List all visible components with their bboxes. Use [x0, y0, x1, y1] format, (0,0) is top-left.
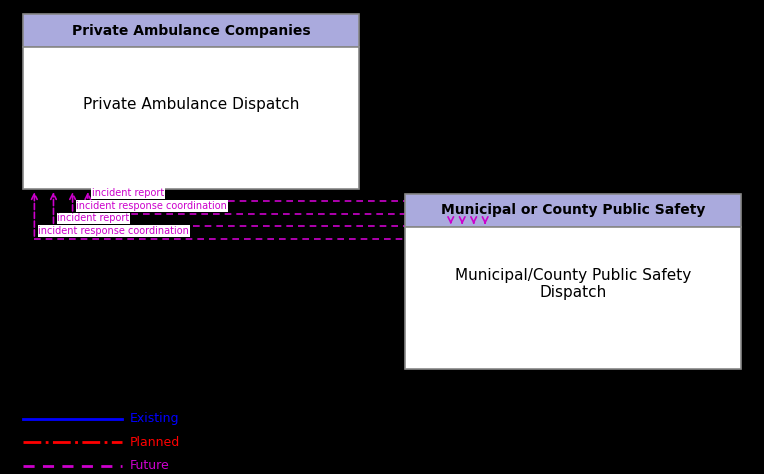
Text: Existing: Existing [130, 412, 180, 425]
Text: Private Ambulance Companies: Private Ambulance Companies [72, 24, 310, 38]
Text: Future: Future [130, 459, 170, 473]
FancyBboxPatch shape [405, 227, 741, 369]
Text: incident response coordination: incident response coordination [38, 226, 189, 236]
Text: incident report: incident report [57, 213, 130, 223]
Text: Private Ambulance Dispatch: Private Ambulance Dispatch [83, 97, 299, 111]
FancyBboxPatch shape [23, 47, 359, 189]
FancyBboxPatch shape [23, 14, 359, 47]
FancyBboxPatch shape [405, 194, 741, 227]
Text: Municipal or County Public Safety: Municipal or County Public Safety [441, 203, 705, 218]
Text: Planned: Planned [130, 436, 180, 449]
Text: incident report: incident report [92, 188, 164, 198]
Text: incident response coordination: incident response coordination [76, 201, 227, 211]
Text: Municipal/County Public Safety
Dispatch: Municipal/County Public Safety Dispatch [455, 268, 691, 300]
